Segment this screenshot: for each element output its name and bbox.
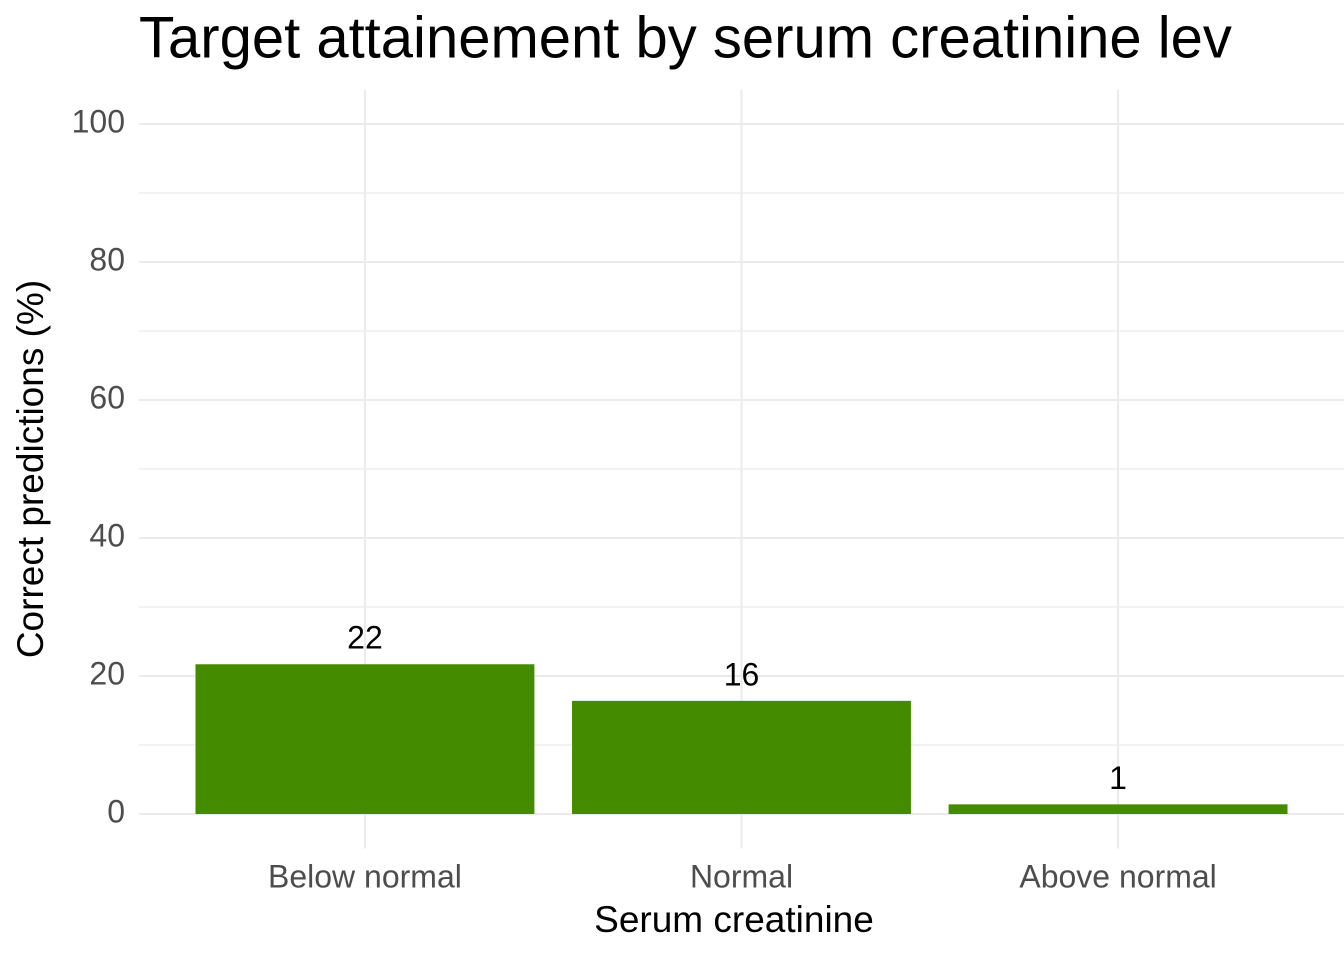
y-axis-title: Correct predictions (%): [10, 280, 51, 658]
x-tick-label: Below normal: [268, 858, 462, 894]
bar: [195, 664, 535, 814]
x-tick-label: Normal: [690, 858, 793, 894]
bar: [572, 700, 911, 814]
y-tick-label: 60: [89, 379, 125, 415]
x-tick-label: Above normal: [1019, 858, 1216, 894]
bar: [948, 804, 1288, 814]
y-tick-label: 100: [72, 103, 125, 139]
value-label: 1: [1109, 760, 1127, 796]
y-tick-label: 40: [89, 517, 125, 553]
value-label: 16: [724, 656, 760, 692]
value-label: 22: [347, 620, 383, 656]
chart-title: Target attainement by serum creatinine l…: [139, 5, 1232, 70]
y-tick-label: 20: [89, 655, 125, 691]
y-tick-label: 80: [89, 241, 125, 277]
y-tick-label: 0: [107, 793, 125, 829]
x-axis-title: Serum creatinine: [594, 899, 874, 940]
